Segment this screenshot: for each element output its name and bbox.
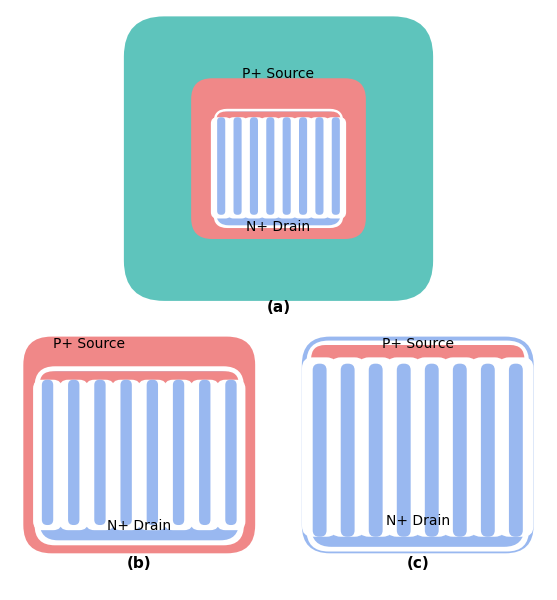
- FancyBboxPatch shape: [315, 117, 324, 215]
- FancyBboxPatch shape: [302, 358, 338, 537]
- FancyBboxPatch shape: [386, 358, 422, 537]
- FancyBboxPatch shape: [266, 117, 275, 215]
- Text: P+ Source: P+ Source: [382, 337, 454, 351]
- FancyBboxPatch shape: [190, 380, 219, 530]
- FancyBboxPatch shape: [167, 56, 390, 262]
- FancyBboxPatch shape: [120, 380, 132, 525]
- FancyBboxPatch shape: [330, 358, 365, 537]
- FancyBboxPatch shape: [211, 117, 232, 218]
- FancyBboxPatch shape: [23, 337, 255, 553]
- Text: (a): (a): [266, 299, 291, 314]
- FancyBboxPatch shape: [481, 364, 495, 537]
- FancyBboxPatch shape: [173, 61, 384, 256]
- FancyBboxPatch shape: [470, 358, 506, 537]
- FancyBboxPatch shape: [227, 117, 248, 218]
- FancyBboxPatch shape: [85, 380, 114, 530]
- FancyBboxPatch shape: [199, 380, 211, 525]
- FancyBboxPatch shape: [94, 380, 106, 525]
- FancyBboxPatch shape: [136, 28, 421, 290]
- FancyBboxPatch shape: [191, 78, 366, 239]
- FancyBboxPatch shape: [358, 358, 393, 537]
- FancyBboxPatch shape: [311, 345, 524, 406]
- FancyBboxPatch shape: [397, 364, 411, 537]
- FancyBboxPatch shape: [160, 50, 397, 267]
- Text: N+ Drain: N+ Drain: [107, 518, 172, 533]
- FancyBboxPatch shape: [173, 380, 184, 525]
- FancyBboxPatch shape: [341, 364, 355, 537]
- FancyBboxPatch shape: [282, 117, 291, 215]
- FancyBboxPatch shape: [216, 112, 341, 182]
- FancyBboxPatch shape: [42, 380, 53, 525]
- Text: N+ Drain: N+ Drain: [246, 220, 311, 234]
- FancyBboxPatch shape: [293, 117, 314, 218]
- FancyBboxPatch shape: [311, 345, 524, 547]
- FancyBboxPatch shape: [250, 117, 258, 215]
- FancyBboxPatch shape: [414, 358, 449, 537]
- Text: P+ Source: P+ Source: [242, 67, 315, 82]
- FancyBboxPatch shape: [309, 117, 330, 218]
- Text: N+ Drain: N+ Drain: [385, 514, 450, 527]
- FancyBboxPatch shape: [179, 67, 378, 250]
- FancyBboxPatch shape: [233, 117, 242, 215]
- FancyBboxPatch shape: [185, 73, 372, 245]
- FancyBboxPatch shape: [191, 78, 366, 239]
- FancyBboxPatch shape: [306, 341, 529, 551]
- FancyBboxPatch shape: [217, 380, 246, 530]
- FancyBboxPatch shape: [332, 117, 340, 215]
- FancyBboxPatch shape: [498, 358, 534, 537]
- FancyBboxPatch shape: [425, 364, 439, 537]
- FancyBboxPatch shape: [217, 117, 225, 215]
- FancyBboxPatch shape: [40, 371, 239, 476]
- FancyBboxPatch shape: [312, 364, 326, 537]
- FancyBboxPatch shape: [40, 371, 239, 541]
- FancyBboxPatch shape: [216, 112, 341, 225]
- FancyBboxPatch shape: [33, 380, 62, 530]
- FancyBboxPatch shape: [243, 117, 264, 218]
- FancyBboxPatch shape: [154, 44, 403, 273]
- FancyBboxPatch shape: [302, 337, 534, 553]
- FancyBboxPatch shape: [213, 109, 344, 228]
- FancyBboxPatch shape: [146, 380, 158, 525]
- Text: (b): (b): [127, 556, 152, 571]
- FancyBboxPatch shape: [369, 364, 383, 537]
- Text: P+ Source: P+ Source: [53, 337, 125, 351]
- FancyBboxPatch shape: [325, 117, 346, 218]
- FancyBboxPatch shape: [142, 33, 415, 284]
- FancyBboxPatch shape: [299, 117, 307, 215]
- Text: (c): (c): [407, 556, 429, 571]
- FancyBboxPatch shape: [68, 380, 80, 525]
- FancyBboxPatch shape: [260, 117, 281, 218]
- FancyBboxPatch shape: [509, 364, 523, 537]
- FancyBboxPatch shape: [124, 16, 433, 301]
- FancyBboxPatch shape: [276, 117, 297, 218]
- FancyBboxPatch shape: [148, 39, 409, 278]
- FancyBboxPatch shape: [138, 380, 167, 530]
- FancyBboxPatch shape: [225, 380, 237, 525]
- FancyBboxPatch shape: [453, 364, 467, 537]
- FancyBboxPatch shape: [164, 380, 193, 530]
- FancyBboxPatch shape: [35, 366, 244, 545]
- FancyBboxPatch shape: [59, 380, 88, 530]
- FancyBboxPatch shape: [130, 22, 427, 295]
- FancyBboxPatch shape: [442, 358, 477, 537]
- FancyBboxPatch shape: [112, 380, 140, 530]
